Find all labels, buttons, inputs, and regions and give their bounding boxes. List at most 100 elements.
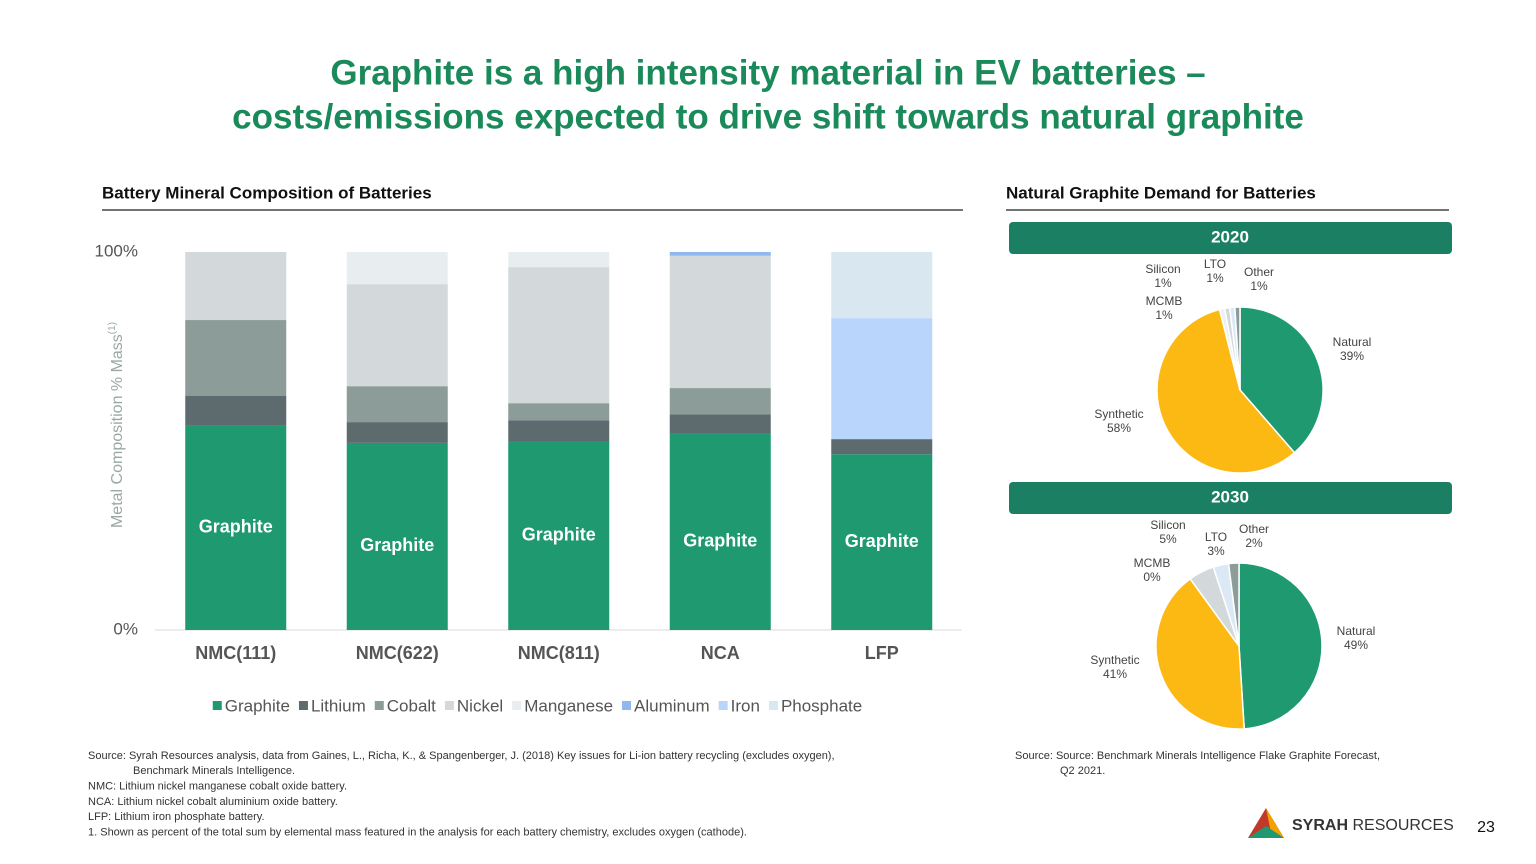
x-tick-label: NCA: [701, 643, 740, 663]
bar-segment: [346, 422, 448, 443]
bar-segment: [346, 386, 448, 423]
pie-label: Synthetic: [1090, 653, 1139, 667]
bar-segment: [831, 454, 933, 630]
title-line: costs/emissions expected to drive shift …: [232, 97, 1304, 136]
pie-banner: [1009, 482, 1452, 514]
legend-label: Manganese: [524, 696, 613, 715]
pie-label: MCMB: [1134, 556, 1171, 570]
y-tick-label: 100%: [95, 241, 138, 260]
pie-label: Other: [1239, 522, 1269, 536]
y-axis-title: Metal Composition % Mass(1): [107, 322, 127, 528]
bar-label: Graphite: [522, 524, 596, 544]
y-tick-label: 0%: [113, 619, 138, 638]
legend-swatch: [212, 701, 222, 710]
pie-value-label: 49%: [1344, 638, 1368, 652]
footnote: NCA: Lithium nickel cobalt aluminium oxi…: [88, 796, 338, 808]
pie-value-label: 41%: [1103, 667, 1127, 681]
pie-value-label: 1%: [1155, 308, 1173, 322]
pie-label: Silicon: [1145, 262, 1180, 276]
chart-title: Battery Mineral Composition of Batteries: [102, 183, 432, 202]
logo-rest: RESOURCES: [1352, 817, 1453, 834]
pie-label: Other: [1244, 265, 1274, 279]
logo-text: SYRAH RESOURCES: [1292, 817, 1454, 834]
bar-segment: [346, 252, 448, 285]
section-heading: Natural Graphite Demand for Batteries: [1006, 183, 1316, 202]
footnote: Source: Source: Benchmark Minerals Intel…: [1015, 750, 1380, 762]
bar-segment: [185, 320, 287, 396]
logo-mark: [1248, 826, 1284, 838]
legend-label: Lithium: [311, 696, 366, 715]
x-tick-label: NMC(111): [195, 643, 276, 663]
logo-bold: SYRAH: [1292, 817, 1348, 834]
bar-label: Graphite: [199, 517, 273, 537]
footnote: Q2 2021.: [1060, 765, 1105, 777]
pie-value-label: 58%: [1107, 421, 1131, 435]
pie-label: LTO: [1205, 530, 1227, 544]
pie-label: LTO: [1204, 257, 1226, 271]
title-line: Graphite is a high intensity material in…: [330, 53, 1205, 92]
pie-slice: [1156, 308, 1296, 474]
footnote: LFP: Lithium iron phosphate battery.: [88, 811, 265, 823]
pie-value-label: 3%: [1207, 544, 1225, 558]
bar-segment: [508, 420, 610, 441]
pie-slice: [1234, 306, 1241, 391]
pie-slice: [1155, 577, 1246, 730]
legend-swatch: [718, 701, 728, 710]
bar-segment: [669, 414, 771, 434]
legend-swatch: [374, 701, 384, 710]
bar-segment: [508, 252, 610, 268]
pie-value-label: 1%: [1206, 271, 1224, 285]
footnote: NMC: Lithium nickel manganese cobalt oxi…: [88, 781, 347, 793]
bar-label: Graphite: [845, 531, 919, 551]
legend-label: Iron: [731, 696, 760, 715]
pie-value-label: 1%: [1154, 276, 1172, 290]
bar-segment: [508, 441, 610, 630]
bar-segment: [669, 433, 771, 630]
pie-label: Natural: [1333, 335, 1372, 349]
x-tick-label: NMC(622): [356, 643, 439, 663]
legend-label: Aluminum: [634, 696, 710, 715]
bar-segment: [831, 318, 933, 440]
x-tick-label: NMC(811): [518, 643, 600, 663]
pie-label: MCMB: [1146, 294, 1183, 308]
bar-segment: [346, 284, 448, 387]
bar-segment: [185, 395, 287, 426]
bar-segment: [669, 388, 771, 415]
bar-segment: [185, 425, 287, 630]
pie-label: Silicon: [1150, 518, 1185, 532]
y-axis-label: Metal Composition % Mass(1): [107, 322, 127, 528]
pie-value-label: 5%: [1159, 532, 1177, 546]
pie-label: Synthetic: [1094, 407, 1143, 421]
legend-label: Graphite: [225, 696, 290, 715]
pie-value-label: 0%: [1143, 570, 1161, 584]
page-number: 23: [1477, 819, 1495, 836]
pie-label: Natural: [1337, 624, 1376, 638]
legend-swatch: [444, 701, 454, 710]
legend-label: Phosphate: [781, 696, 862, 715]
legend-swatch: [512, 701, 522, 710]
bar-segment: [831, 439, 933, 455]
footnote: 1. Shown as percent of the total sum by …: [88, 826, 747, 838]
footnote: Source: Syrah Resources analysis, data f…: [88, 750, 835, 762]
bar-segment: [831, 252, 933, 319]
y-axis-title-text: Metal Composition % Mass: [109, 334, 126, 528]
pie-value-label: 39%: [1340, 349, 1364, 363]
legend-swatch: [768, 701, 778, 710]
pie-slice: [1227, 562, 1240, 647]
bar-segment: [508, 403, 610, 421]
pie-slice: [1238, 562, 1323, 730]
legend-swatch: [622, 701, 632, 710]
pie-slice: [1239, 306, 1324, 454]
pie-value-label: 1%: [1250, 279, 1268, 293]
legend-label: Nickel: [457, 696, 503, 715]
bar-label: Graphite: [360, 535, 434, 555]
x-tick-label: LFP: [865, 643, 899, 663]
bar-segment: [669, 252, 771, 256]
y-axis-note: (1): [107, 322, 118, 334]
legend-label: Cobalt: [387, 696, 436, 715]
pie-title: 2030: [1211, 487, 1249, 506]
footnote: Benchmark Minerals Intelligence.: [133, 765, 295, 777]
legend-swatch: [298, 701, 308, 710]
bar-segment: [346, 442, 448, 630]
